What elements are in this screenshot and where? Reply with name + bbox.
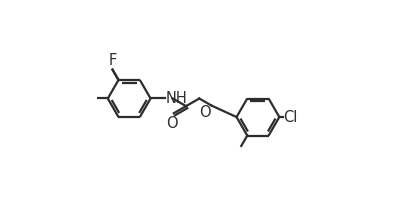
Text: O: O — [166, 116, 178, 131]
Text: F: F — [108, 53, 117, 68]
Text: Cl: Cl — [283, 110, 297, 125]
Text: O: O — [200, 105, 211, 120]
Text: NH: NH — [166, 91, 187, 106]
